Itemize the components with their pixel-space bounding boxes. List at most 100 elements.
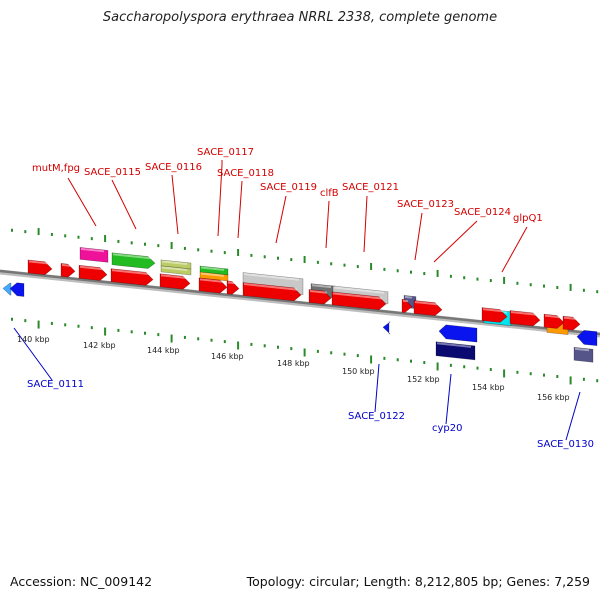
gene-label-forward: clfB — [320, 188, 339, 199]
forward-gene-arrow — [110, 268, 154, 286]
gene-sace0115-box — [111, 252, 156, 269]
gene-sace0121-box-highlight — [333, 286, 385, 294]
inner-tick — [117, 328, 120, 332]
forward-gene-arrow-highlight — [243, 283, 298, 291]
inner-tick — [529, 372, 532, 376]
inner-tick — [290, 347, 293, 351]
leader-line — [374, 363, 380, 413]
forward-gene-arrow — [198, 277, 228, 294]
gene-sace0116-box-b — [160, 265, 192, 276]
inner-tick — [303, 348, 306, 357]
inner-tick — [11, 317, 13, 321]
inner-tick — [449, 363, 452, 367]
gene-label-reverse: SACE_0130 — [537, 439, 594, 450]
inner-tick — [24, 319, 27, 323]
inner-tick — [543, 373, 545, 377]
outer-tick — [582, 288, 585, 292]
forward-gene-arrow-highlight — [111, 269, 150, 276]
forward-gene-arrow — [481, 307, 508, 323]
forward-gene-arrow-highlight — [79, 265, 104, 271]
forward-gene-arrow-highlight — [563, 316, 577, 320]
forward-gene-arrow — [308, 289, 332, 305]
inner-tick — [356, 354, 359, 358]
topology-text: Topology: circular; Length: 8,212,805 bp… — [246, 574, 590, 589]
gene-label-forward: glpQ1 — [513, 213, 543, 224]
outer-tick — [290, 258, 293, 262]
outer-tick — [237, 249, 240, 257]
scale-tick-label: 144 kbp — [147, 346, 180, 355]
scale-tick-label: 146 kbp — [211, 352, 244, 361]
forward-gene-arrow-highlight — [227, 281, 236, 285]
forward-gene-arrow — [331, 291, 387, 311]
gene-label-forward: SACE_0117 — [197, 147, 254, 158]
scale-tick-label: 152 kbp — [407, 375, 440, 384]
inner-tick — [569, 376, 572, 385]
gene-mutm-box-highlight — [80, 247, 105, 253]
outer-tick — [24, 230, 27, 234]
gene-clfb-box-highlight — [311, 284, 332, 289]
reverse-gene-sace0111 — [9, 282, 25, 297]
forward-gene-arrow — [413, 300, 443, 316]
gene-sace0116-box-b-highlight — [161, 266, 188, 272]
inner-tick — [370, 355, 373, 364]
reverse-gene-blue-right — [576, 330, 598, 347]
leader-line — [501, 226, 528, 273]
inner-tick — [396, 358, 399, 362]
label-leader-lines — [13, 160, 581, 441]
inner-tick — [383, 356, 386, 360]
inner-tick — [183, 335, 186, 339]
outer-tick — [529, 283, 532, 287]
gene-label-forward: SACE_0115 — [84, 167, 141, 178]
outer-tick — [250, 253, 253, 257]
gene-label-reverse: SACE_0122 — [348, 411, 405, 422]
gene-label-reverse: cyp20 — [432, 423, 463, 434]
reverse-gene-sace0122 — [382, 321, 391, 335]
inner-tick — [250, 342, 253, 346]
outer-tick — [370, 262, 373, 270]
forward-gene-arrow — [159, 273, 191, 290]
outer-tick — [489, 279, 492, 283]
leader-line — [67, 177, 97, 227]
forward-gene-arrow — [543, 313, 565, 329]
outer-tick — [170, 242, 173, 250]
inner-tick — [157, 333, 160, 337]
inner-tick — [263, 344, 266, 348]
forward-gene-arrow — [509, 310, 541, 327]
leader-line — [325, 200, 330, 249]
outer-tick — [449, 274, 452, 278]
outer-tick — [543, 284, 545, 288]
inner-tick-track — [11, 317, 599, 385]
leader-line — [171, 174, 179, 235]
leader-line — [13, 327, 53, 381]
forward-gene-arrow-highlight — [414, 300, 439, 306]
outer-tick — [277, 256, 279, 260]
leader-line — [111, 179, 137, 230]
inner-tick — [77, 324, 80, 328]
outer-tick — [210, 249, 213, 253]
gene-sace0116-box-a-highlight — [161, 260, 188, 266]
gene-label-forward: SACE_0116 — [145, 162, 202, 173]
scale-tick-label: 148 kbp — [277, 359, 310, 368]
forward-gene-arrow — [78, 264, 108, 281]
forward-gene-arrow-highlight — [28, 260, 49, 265]
reverse-gene-navy — [435, 341, 476, 361]
gene-sace0118-box-highlight — [200, 272, 225, 277]
scale-tick-label: 140 kbp — [17, 335, 50, 344]
leader-line — [414, 212, 423, 261]
outer-tick — [436, 269, 439, 277]
gene-sace0117-box-highlight — [200, 266, 225, 271]
outer-tick — [157, 244, 160, 248]
scale-tick-label: 154 kbp — [472, 383, 505, 392]
inner-tick — [410, 359, 412, 363]
forward-gene-arrow-highlight — [160, 274, 187, 279]
inner-tick — [343, 352, 346, 356]
reverse-gene-sace0130-highlight — [574, 347, 590, 352]
leader-line — [275, 195, 287, 244]
outer-tick — [223, 251, 226, 255]
reverse-gene-lightblue — [2, 282, 12, 296]
inner-tick — [144, 331, 146, 335]
forward-gene-arrow — [562, 315, 581, 331]
inner-tick — [50, 321, 53, 325]
inner-tick — [197, 337, 200, 341]
